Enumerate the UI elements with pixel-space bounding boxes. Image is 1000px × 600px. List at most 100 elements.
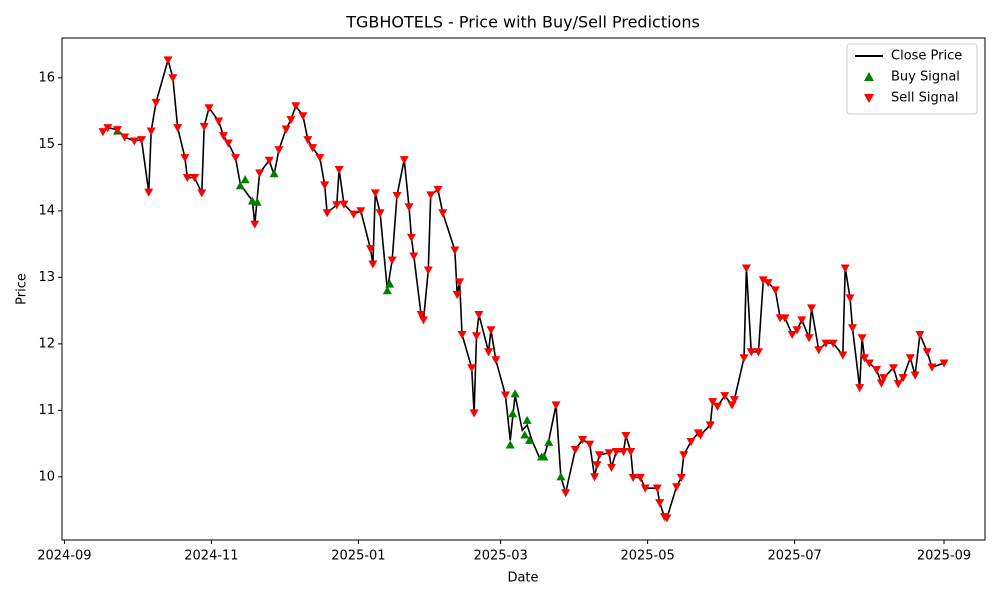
sell-marker <box>814 346 824 355</box>
sell-marker <box>286 116 296 125</box>
sell-marker <box>433 185 443 195</box>
sell-marker <box>129 137 139 146</box>
sell-marker <box>905 354 915 363</box>
sell-marker <box>308 144 318 153</box>
sell-marker <box>840 264 850 273</box>
sell-marker <box>491 356 501 365</box>
plot-frame <box>61 37 986 541</box>
sell-marker <box>922 348 932 357</box>
sell-marker <box>423 266 433 275</box>
y-tick-label: 13 <box>38 270 55 285</box>
buy-marker <box>539 452 549 461</box>
sell-marker <box>173 124 183 133</box>
sell-marker <box>474 310 484 320</box>
buy-marker <box>544 437 554 446</box>
sell-marker <box>103 124 113 133</box>
y-tick-label: 16 <box>38 70 55 85</box>
sell-marker <box>655 499 665 508</box>
sell-marker <box>847 324 857 333</box>
sell-marker <box>182 174 192 183</box>
sell-marker <box>349 210 359 219</box>
buy-marker <box>252 197 262 206</box>
sell-marker <box>370 189 380 198</box>
sell-marker <box>893 380 903 389</box>
sell-marker <box>303 136 313 145</box>
sell-marker <box>486 326 496 335</box>
buy-marker <box>382 286 392 295</box>
sell-marker <box>375 209 385 218</box>
x-tick-label: 2024-09 <box>37 549 91 564</box>
x-tick-label: 2025-03 <box>473 549 527 564</box>
sell-marker <box>780 314 790 323</box>
sell-marker <box>770 286 780 295</box>
y-tick-label: 12 <box>38 336 55 351</box>
sell-marker <box>281 125 291 134</box>
sell-marker <box>144 188 154 197</box>
sell-marker <box>804 334 814 343</box>
sell-marker <box>915 330 925 340</box>
sell-marker <box>696 431 706 440</box>
sell-marker <box>640 484 650 493</box>
sell-marker <box>218 132 228 141</box>
sell-marker <box>168 74 178 83</box>
legend-label: Sell Signal <box>891 91 959 106</box>
sell-marker <box>845 294 855 303</box>
sell-marker <box>204 104 214 113</box>
sell-marker <box>455 278 465 287</box>
sell-marker <box>500 391 510 400</box>
sell-marker <box>315 154 325 163</box>
buy-marker <box>235 181 245 190</box>
sell-marker <box>214 117 224 126</box>
sell-marker <box>864 359 874 368</box>
sell-marker <box>635 473 645 482</box>
y-axis-label: Price <box>15 273 30 305</box>
buy-marker <box>525 435 535 444</box>
x-tick-label: 2025-01 <box>331 549 385 564</box>
sell-marker <box>590 473 600 482</box>
sell-marker <box>888 364 898 373</box>
buy-marker <box>385 279 395 288</box>
sell-marker <box>739 354 749 363</box>
y-tick-label: 10 <box>38 469 55 484</box>
sell-marker <box>250 220 260 229</box>
x-tick-label: 2024-11 <box>184 549 238 564</box>
sell-marker <box>898 374 908 383</box>
sell-marker <box>255 169 265 178</box>
sell-marker <box>416 310 426 320</box>
sell-marker <box>828 339 838 348</box>
chart-title: TGBHOTELS - Price with Buy/Sell Predicti… <box>345 13 700 32</box>
sell-marker <box>838 351 848 360</box>
x-axis-label: Date <box>507 571 538 586</box>
x-tick-label: 2025-09 <box>917 549 971 564</box>
sell-marker <box>387 256 397 265</box>
sell-marker <box>450 246 460 255</box>
sell-marker <box>797 316 807 325</box>
y-tick-label: 14 <box>38 203 55 218</box>
legend-label: Buy Signal <box>891 70 960 85</box>
sell-marker <box>676 473 686 482</box>
sell-marker <box>594 451 604 460</box>
sell-marker <box>626 447 636 457</box>
sell-marker <box>662 514 672 523</box>
sell-marker <box>199 122 209 131</box>
sell-marker <box>720 392 730 401</box>
sell-marker <box>320 181 330 190</box>
sell-marker <box>426 191 436 200</box>
buy-marker <box>240 175 250 184</box>
buy-marker <box>522 415 532 424</box>
sell-marker <box>163 56 173 65</box>
sell-marker <box>264 156 274 165</box>
sell-marker <box>339 200 349 209</box>
sell-marker <box>469 409 479 418</box>
sell-marker <box>705 421 715 430</box>
sell-marker <box>197 189 207 198</box>
sell-marker <box>356 207 366 216</box>
sell-marker <box>872 366 882 375</box>
sell-marker <box>578 436 588 445</box>
buy-marker <box>505 440 515 449</box>
sell-marker <box>180 154 190 163</box>
sell-marker <box>672 483 682 492</box>
sell-marker <box>879 374 889 383</box>
